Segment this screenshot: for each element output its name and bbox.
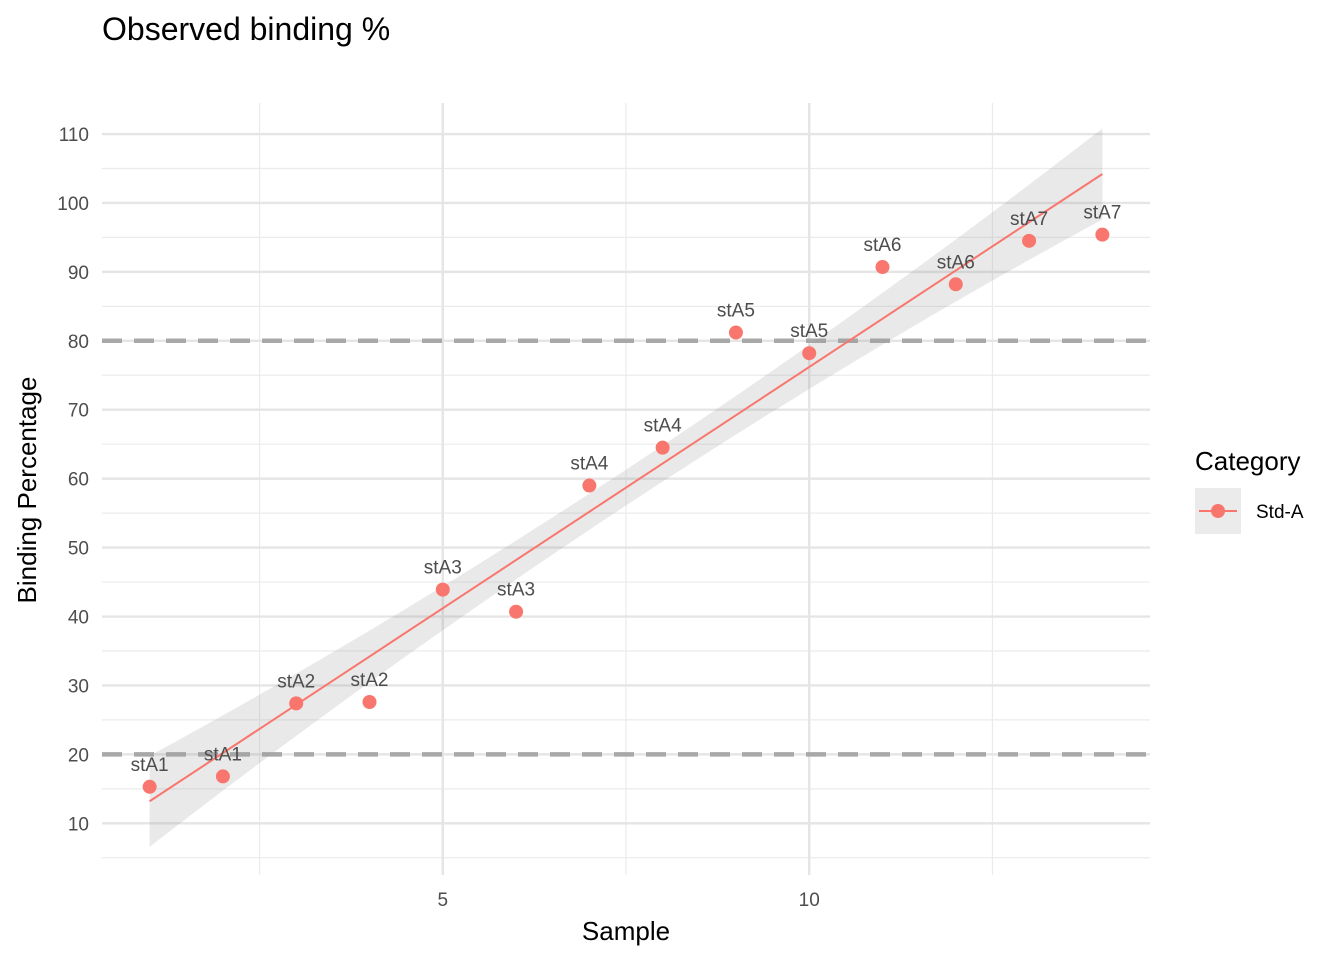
y-tick-labels: 10 20 30 40 50 60 70 80 90 100 110 — [57, 125, 89, 835]
point-label: stA1 — [131, 755, 169, 776]
y-tick-label: 20 — [68, 745, 89, 766]
point-labels: stA1 stA1 stA2 stA2 stA3 stA3 stA4 stA4 stA5 stA5… — [131, 203, 1122, 776]
legend-title: Category — [1195, 446, 1301, 476]
y-tick-label: 90 — [68, 263, 89, 284]
point-label: stA2 — [350, 670, 388, 691]
point-label: stA6 — [863, 235, 901, 256]
point-label: stA5 — [717, 301, 755, 322]
point-label: stA1 — [204, 744, 242, 765]
data-point — [509, 604, 524, 619]
fit-line-group — [149, 173, 1103, 803]
x-tick-labels: 5 10 — [437, 890, 819, 911]
point-label: stA4 — [570, 454, 608, 475]
x-tick-label: 10 — [799, 890, 820, 911]
data-point — [362, 694, 377, 709]
y-axis-title: Binding Percentage — [12, 377, 42, 604]
data-point — [655, 440, 670, 455]
point-label: stA5 — [790, 321, 828, 342]
y-tick-label: 70 — [68, 401, 89, 422]
y-tick-label: 30 — [68, 676, 89, 697]
data-point — [582, 478, 597, 493]
legend: Category Std-A — [1195, 446, 1304, 534]
point-label: stA4 — [644, 416, 682, 437]
y-tick-label: 60 — [68, 470, 89, 491]
data-point — [1022, 233, 1037, 248]
reference-lines — [102, 338, 1150, 757]
data-point — [215, 769, 230, 784]
data-point — [728, 325, 743, 340]
data-point — [948, 277, 963, 292]
y-tick-label: 50 — [68, 539, 89, 560]
y-tick-label: 10 — [68, 814, 89, 835]
data-point — [1095, 227, 1110, 242]
point-label: stA2 — [277, 671, 315, 692]
point-label: stA3 — [424, 558, 462, 579]
data-point — [435, 582, 450, 597]
point-label: stA7 — [1083, 203, 1121, 224]
data-point — [802, 346, 817, 361]
points — [142, 227, 1110, 794]
fit-line — [149, 173, 1103, 803]
legend-label-std-a: Std-A — [1256, 502, 1304, 523]
point-label: stA6 — [937, 252, 975, 273]
point-label: stA7 — [1010, 209, 1048, 230]
chart-title: Observed binding % — [102, 11, 390, 47]
y-tick-label: 40 — [68, 608, 89, 629]
legend-key-point — [1211, 504, 1225, 518]
data-point — [142, 779, 157, 794]
y-tick-label: 80 — [68, 332, 89, 353]
point-label: stA3 — [497, 580, 535, 601]
x-tick-label: 5 — [437, 890, 448, 911]
x-axis-title: Sample — [582, 916, 670, 946]
y-tick-label: 110 — [59, 125, 89, 146]
data-point — [875, 260, 890, 275]
y-tick-label: 100 — [57, 194, 89, 215]
data-point — [289, 696, 304, 711]
